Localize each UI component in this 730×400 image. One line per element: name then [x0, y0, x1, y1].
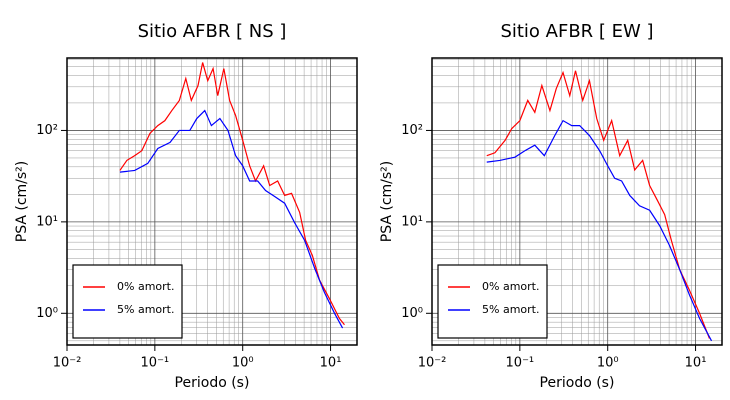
y-axis-label: PSA (cm/s²) — [14, 161, 30, 243]
legend-box — [437, 264, 548, 339]
x-axis-label: Periodo (s) — [540, 375, 615, 391]
series-line — [486, 119, 713, 342]
x-tick-label: 10⁻¹ — [141, 356, 170, 371]
panel: 10⁻² 10⁻¹ 10⁰ 10¹ 10⁰ 10¹ 10² 0% amort. 5% amort… — [379, 21, 723, 391]
y-tick-label: 10⁰ — [401, 306, 423, 321]
x-tick-label: 10⁻¹ — [506, 356, 535, 371]
chart-title: Sitio AFBR [ NS ] — [138, 21, 287, 42]
plot-frame — [66, 57, 358, 346]
y-tick-label: 10² — [36, 123, 58, 138]
series-line — [486, 70, 711, 339]
legend-label: 0% amort. — [117, 280, 174, 293]
x-tick-label: 10⁰ — [597, 356, 619, 371]
y-axis-label: PSA (cm/s²) — [379, 161, 395, 243]
x-tick-label: 10⁻² — [53, 356, 82, 371]
legend-label: 5% amort. — [117, 303, 174, 316]
x-tick-label: 10⁰ — [232, 356, 254, 371]
x-tick-label: 10¹ — [685, 356, 707, 371]
y-tick-label: 10¹ — [36, 214, 58, 229]
x-tick-label: 10⁻² — [418, 356, 447, 371]
y-tick-label: 10¹ — [401, 214, 423, 229]
legend-label: 5% amort. — [482, 303, 539, 316]
y-tick-label: 10⁰ — [36, 306, 58, 321]
chart-title: Sitio AFBR [ EW ] — [500, 21, 653, 42]
legend-box — [72, 264, 183, 339]
y-tick-label: 10² — [401, 123, 423, 138]
series-line — [119, 109, 344, 329]
x-tick-label: 10¹ — [320, 356, 342, 371]
legend-label: 0% amort. — [482, 280, 539, 293]
panel: 10⁻² 10⁻¹ 10⁰ 10¹ 10⁰ 10¹ 10² 0% amort. 5% amort… — [14, 21, 358, 391]
plot-frame — [431, 57, 723, 346]
series-line — [119, 62, 345, 326]
x-axis-label: Periodo (s) — [175, 375, 250, 391]
